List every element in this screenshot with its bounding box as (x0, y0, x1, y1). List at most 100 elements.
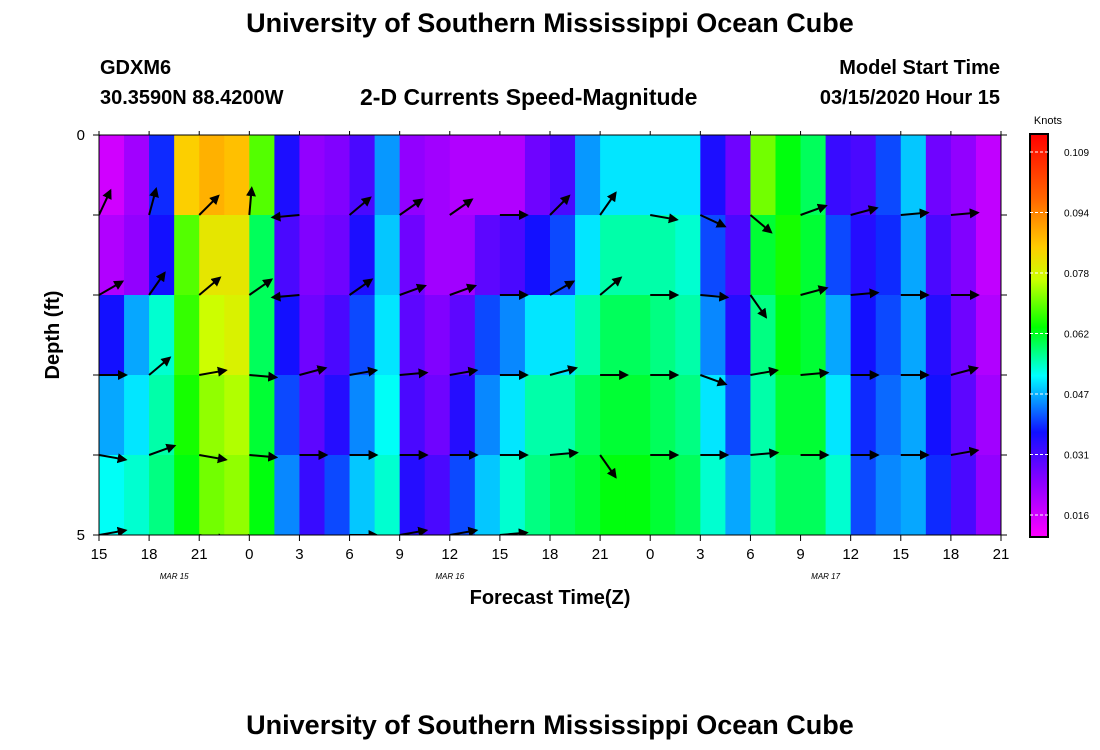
heat-cell (1001, 455, 1027, 536)
heat-cell (800, 295, 827, 376)
current-arrow (248, 278, 274, 296)
heat-cell (975, 295, 1001, 376)
heat-cell (299, 455, 326, 535)
heat-cell (249, 135, 275, 216)
heat-cell (99, 135, 125, 216)
heat-cell (249, 455, 275, 535)
x-tick-label: 9 (796, 546, 804, 563)
colorbar-tick-label: 0.078 (1064, 269, 1089, 280)
current-arrow (550, 135, 552, 136)
heat-cell (675, 215, 701, 296)
heat-cell (650, 215, 676, 296)
current-arrow (499, 135, 502, 136)
heat-cell (575, 455, 601, 535)
heat-cell (750, 295, 777, 376)
current-arrow (299, 365, 328, 376)
heat-cell (174, 455, 200, 535)
x-tick-label: 18 (141, 546, 158, 563)
heat-cell (199, 295, 225, 376)
heat-cell (524, 215, 551, 296)
heat-cell (124, 135, 150, 216)
heat-cell (449, 295, 476, 376)
heat-cell (550, 455, 576, 535)
heat-cell (750, 375, 777, 456)
current-arrow (549, 448, 579, 459)
heat-cell (575, 135, 601, 216)
current-arrow (148, 271, 166, 296)
current-arrow (950, 365, 979, 376)
heat-cell (224, 455, 250, 535)
x-tick-label: 0 (245, 546, 253, 563)
heat-cell (524, 375, 551, 456)
heat-cell (274, 455, 301, 535)
heat-cell (249, 375, 275, 456)
heat-cell (349, 455, 376, 535)
heat-cell (224, 375, 250, 456)
heat-cell (199, 375, 225, 456)
x-axis-label: Forecast Time(Z) (470, 587, 631, 609)
heat-cell (499, 295, 526, 376)
heat-cell (875, 295, 902, 376)
heat-cell (124, 375, 150, 456)
colorbar-tick-label: 0.109 (1064, 148, 1089, 159)
x-tick-label: 21 (191, 546, 208, 563)
heat-cell (199, 455, 225, 535)
heat-cell (499, 135, 526, 216)
heat-cell (1051, 455, 1077, 536)
heat-cell (925, 215, 952, 296)
heat-cell (600, 295, 626, 376)
current-arrow (99, 280, 125, 296)
heat-cell (449, 455, 476, 535)
heat-cell (324, 295, 351, 376)
heat-cell (700, 455, 726, 535)
current-arrow (900, 208, 930, 219)
current-arrow (449, 366, 479, 377)
heat-cell (900, 295, 927, 376)
heat-cell (875, 215, 902, 296)
current-arrow (449, 283, 478, 296)
heat-cell (174, 135, 200, 216)
current-arrow (549, 280, 576, 296)
heat-cell (124, 295, 150, 376)
heat-cell (975, 455, 1001, 535)
heat-cell (850, 215, 877, 296)
heat-cell (224, 135, 250, 216)
heat-cell (625, 375, 651, 456)
heat-cell (600, 375, 626, 456)
current-arrow (750, 366, 780, 377)
heat-cell (925, 135, 952, 216)
heat-cell (975, 375, 1001, 456)
heat-cell (149, 455, 175, 535)
model-start-value: 03/15/2020 Hour 15 (819, 87, 1000, 109)
current-arrow (800, 285, 829, 296)
heat-cell (875, 455, 902, 535)
heat-cell (424, 295, 451, 376)
heat-cell (800, 455, 827, 535)
current-arrow (850, 288, 880, 299)
current-arrow (599, 191, 617, 216)
heat-cell (775, 135, 802, 216)
heat-cell (524, 135, 551, 216)
heat-cell (99, 455, 125, 535)
current-arrow (349, 366, 379, 377)
current-arrow (750, 448, 780, 459)
heat-cell (850, 295, 877, 376)
heat-cell (1076, 455, 1100, 536)
heat-cell (575, 375, 601, 456)
heat-cell (399, 375, 426, 456)
heat-cell (374, 455, 401, 535)
current-arrow (99, 526, 128, 535)
heatmap-cells (99, 135, 1100, 536)
heat-cell (875, 135, 902, 216)
heat-cell (349, 375, 376, 456)
heat-cell (750, 135, 777, 216)
x-tick-label: 12 (441, 546, 458, 563)
heat-cell (324, 215, 351, 296)
heat-cell (600, 455, 626, 535)
y-tick-label: 5 (77, 527, 85, 544)
current-arrow (749, 214, 773, 234)
heat-cell (424, 135, 451, 216)
heat-cell (1076, 215, 1100, 296)
heat-cell (625, 135, 651, 216)
